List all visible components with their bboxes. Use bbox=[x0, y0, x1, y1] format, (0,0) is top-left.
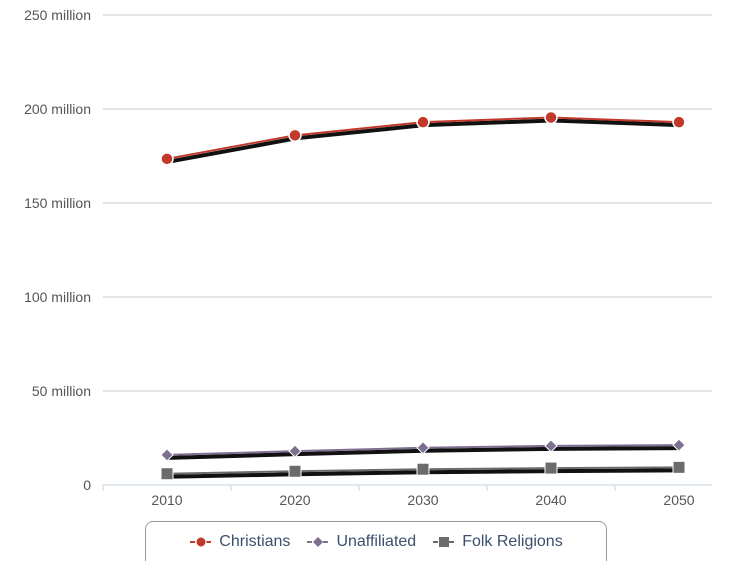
data-point-circle[interactable] bbox=[416, 115, 430, 129]
data-point-square[interactable] bbox=[672, 460, 686, 474]
data-point-diamond[interactable] bbox=[544, 439, 558, 453]
x-tick-label: 2020 bbox=[279, 492, 310, 508]
data-point-square[interactable] bbox=[544, 461, 558, 475]
data-point-circle[interactable] bbox=[544, 110, 558, 125]
data-point-diamond[interactable] bbox=[672, 438, 686, 452]
x-tick-label: 2010 bbox=[151, 492, 182, 508]
y-tick-label: 50 million bbox=[32, 383, 91, 399]
legend-item-christians[interactable]: Christians bbox=[189, 533, 290, 551]
data-point-circle[interactable] bbox=[672, 115, 686, 129]
y-tick-label: 0 bbox=[83, 477, 91, 493]
y-tick-label: 150 million bbox=[24, 195, 91, 211]
data-point-square[interactable] bbox=[160, 467, 174, 481]
data-point-circle[interactable] bbox=[288, 128, 302, 143]
legend-item-folk-religions[interactable]: Folk Religions bbox=[432, 532, 563, 551]
circle-marker-icon bbox=[190, 536, 213, 547]
data-point-circle[interactable] bbox=[160, 152, 174, 166]
x-tick-label: 2050 bbox=[663, 492, 694, 508]
y-tick-label: 100 million bbox=[24, 289, 91, 305]
square-marker-icon bbox=[433, 536, 456, 547]
y-tick-label: 200 million bbox=[24, 101, 91, 117]
legend-label-christians: Christians bbox=[219, 532, 291, 550]
legend-label-folk-religions: Folk Religions bbox=[462, 532, 563, 550]
data-point-square[interactable] bbox=[416, 462, 430, 476]
legend-item-unaffiliated[interactable]: Unaffiliated bbox=[306, 533, 416, 551]
data-point-diamond[interactable] bbox=[160, 448, 174, 462]
legend-label-unaffiliated: Unaffiliated bbox=[336, 532, 417, 550]
diamond-marker-icon bbox=[307, 536, 330, 547]
legend: Christians Unaffiliated Folk Religions bbox=[145, 521, 607, 561]
x-tick-label: 2040 bbox=[535, 492, 566, 508]
x-tick-label: 2030 bbox=[407, 492, 438, 508]
y-tick-label: 250 million bbox=[24, 7, 91, 23]
data-point-diamond[interactable] bbox=[288, 444, 302, 458]
data-point-square[interactable] bbox=[288, 464, 302, 478]
data-point-diamond[interactable] bbox=[416, 441, 430, 455]
